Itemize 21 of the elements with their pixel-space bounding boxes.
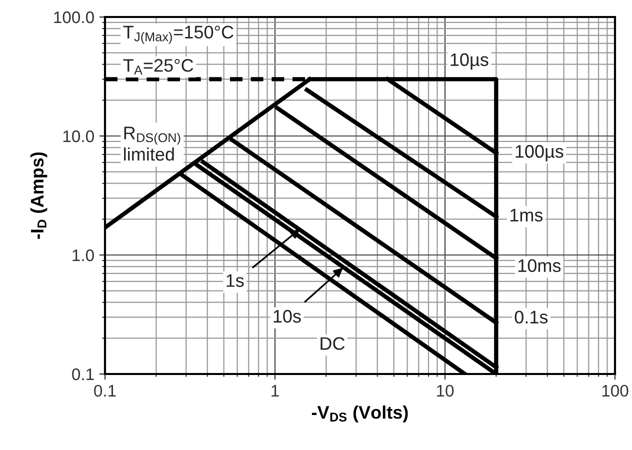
annotation: 100µs <box>516 145 564 162</box>
x-tick-label: 10 <box>437 384 454 397</box>
annotation: 10ms <box>518 259 561 272</box>
annotation: 10µs <box>450 53 488 70</box>
y-tick-label: 0.1 <box>72 368 94 380</box>
x-tick-label: 100 <box>602 384 628 397</box>
annotation: T$_{A}$=25°C <box>123 59 194 74</box>
y-tick-label: 10.0 <box>63 130 94 142</box>
x-tick-label: 0.1 <box>94 384 116 397</box>
x-tick-label: 1 <box>272 385 279 396</box>
x-axis-title: -V$_{DS}$ (Volts) <box>312 406 408 422</box>
y-tick-label: 1.0 <box>72 249 94 262</box>
annotation: R$_{DS(ON)}$ limited <box>124 126 180 161</box>
y-tick-label: 100.0 <box>54 11 94 24</box>
annotation: T$_{J(Max)}$=150°C <box>123 26 234 44</box>
annotation: 1s <box>226 274 244 287</box>
annotation: 0.1s <box>514 310 548 324</box>
annotation: DC <box>320 337 345 350</box>
y-axis-title: -I$_{D}$ (Amps) <box>30 152 48 239</box>
annotation: 10s <box>274 310 301 323</box>
annotation: 1ms <box>510 208 543 222</box>
